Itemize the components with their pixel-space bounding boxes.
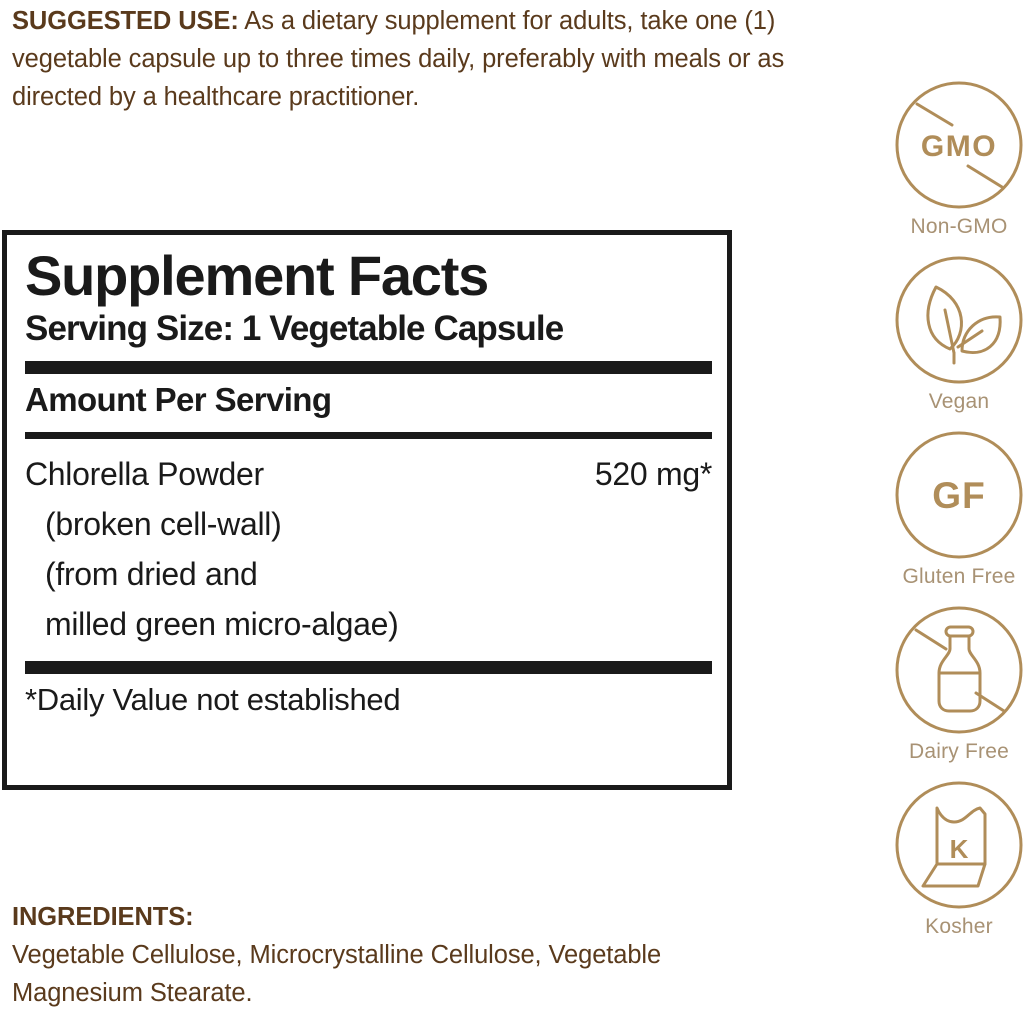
no-gmo-icon: GMO	[892, 78, 1024, 212]
ingredients-label: INGREDIENTS:	[12, 903, 194, 931]
badge-gluten-free: GF Gluten Free	[884, 428, 1024, 590]
ingredient-amount-cell: 520 mg*	[594, 456, 712, 492]
suggested-use-text: SUGGESTED USE: As a dietary supplement f…	[12, 2, 812, 116]
ingredient-sub-line-2: (from dried and	[45, 556, 258, 592]
suggested-use-body: As a dietary supplement for adults, take…	[12, 7, 785, 111]
kosher-scroll-icon: K	[892, 778, 1024, 912]
badge-kosher: K Kosher	[884, 778, 1024, 940]
ingredients-body: Vegetable Cellulose, Microcrystalline Ce…	[12, 941, 662, 1007]
rule-thick-bottom	[25, 661, 712, 674]
ingredient-sub-line-3: milled green micro-algae)	[45, 606, 399, 642]
rule-medium	[25, 432, 712, 439]
supplement-facts-title: Supplement Facts	[25, 244, 489, 307]
amount-per-serving-header: Amount Per Serving	[25, 381, 332, 418]
badge-label-gluten-free: Gluten Free	[902, 565, 1016, 588]
no-milk-bottle-icon	[892, 603, 1024, 737]
suggested-use-label: SUGGESTED USE:	[12, 7, 239, 35]
ingredient-primary-name: Chlorella Powder	[25, 456, 264, 492]
gmo-mark-text: GMO	[921, 130, 997, 163]
daily-value-footnote: *Daily Value not established	[25, 682, 401, 717]
badge-non-gmo: GMO Non-GMO	[884, 78, 1024, 240]
table-row: Chlorella Powder (broken cell-wall) (fro…	[25, 439, 712, 649]
gf-mark-text: GF	[932, 475, 985, 516]
badge-dairy-free: Dairy Free	[884, 603, 1024, 765]
rule-thick-top	[25, 361, 712, 374]
ingredient-sub-line-1: (broken cell-wall)	[45, 506, 282, 542]
kosher-k-mark-text: K	[950, 834, 969, 864]
certification-badge-column: GMO Non-GMO Vegan GF Gluten Free	[884, 78, 1024, 953]
serving-size-text: Serving Size: 1 Vegetable Capsule	[25, 309, 564, 348]
ingredients-text: INGREDIENTS: Vegetable Cellulose, Microcr…	[12, 898, 792, 1012]
badge-label-vegan: Vegan	[928, 390, 990, 413]
badge-label-kosher: Kosher	[925, 915, 993, 938]
gluten-free-icon: GF	[892, 428, 1024, 562]
supplement-facts-panel: Supplement Facts Serving Size: 1 Vegetab…	[2, 230, 732, 790]
badge-vegan: Vegan	[884, 253, 1024, 415]
leaves-icon	[892, 253, 1024, 387]
badge-label-dairy-free: Dairy Free	[908, 740, 1010, 763]
badge-label-non-gmo: Non-GMO	[910, 215, 1008, 238]
ingredient-name-cell: Chlorella Powder (broken cell-wall) (fro…	[25, 449, 399, 649]
